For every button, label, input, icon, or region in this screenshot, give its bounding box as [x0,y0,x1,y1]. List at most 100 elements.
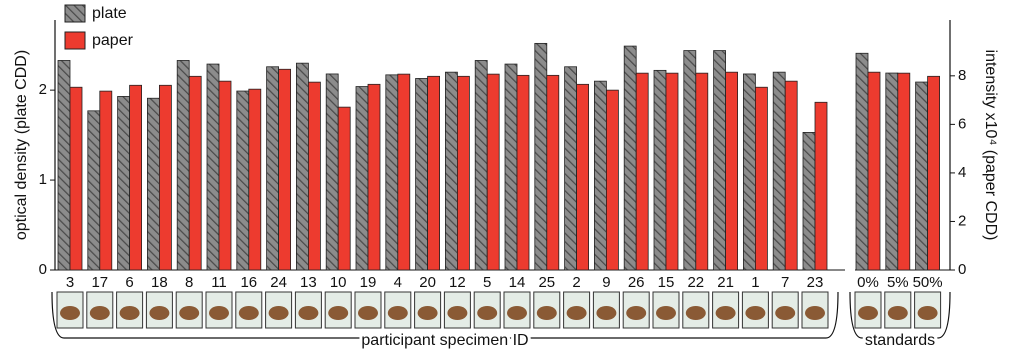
x-tick-label: 16 [240,274,257,291]
y-axis-label: optical density (plate CDD) [13,50,30,240]
specimen-sample [656,306,676,320]
bar [743,74,755,270]
bar [856,53,868,270]
specimen-sample [298,306,318,320]
bar [249,89,261,270]
bar [279,69,291,270]
bar [928,76,940,270]
y-tick-label: 1 [39,171,47,188]
y2-tick-label: 0 [958,261,966,278]
group-label: participant specimen ID [361,332,528,349]
bar [207,64,219,270]
bar [594,81,606,270]
bar [445,72,457,270]
y2-axis-label: intensity x10⁴ (paper CDD) [982,50,999,241]
bar [296,63,308,270]
bar [606,90,618,270]
bar [684,51,696,270]
bar [535,43,547,270]
specimen-sample [358,306,378,320]
specimen-sample [477,306,497,320]
bar [696,73,708,270]
y2-tick-label: 6 [958,115,966,132]
bar [624,46,636,270]
specimen-sample [447,306,467,320]
bar [565,67,577,270]
bar [726,72,738,270]
bar [189,76,201,270]
bar [100,91,112,270]
specimen-sample [567,306,587,320]
y2-tick-label: 4 [958,164,966,181]
bar [326,74,338,270]
specimen-sample [858,306,878,320]
x-tick-label: 5% [887,274,909,291]
x-tick-label: 2 [572,274,580,291]
bar [803,132,815,270]
x-tick-label: 12 [449,274,466,291]
bar [177,60,189,270]
x-tick-label: 7 [781,274,789,291]
y-tick-label: 2 [39,81,47,98]
specimen-sample [596,306,616,320]
x-tick-label: 8 [185,274,193,291]
bar [475,60,487,270]
x-tick-label: 4 [394,274,402,291]
specimen-sample [626,306,646,320]
bar [457,76,469,270]
x-tick-label: 17 [91,274,108,291]
specimen-sample [388,306,408,320]
specimen-sample [805,306,825,320]
bar [308,82,320,270]
bar [898,73,910,270]
bar [815,102,827,270]
y2-tick-label: 8 [958,67,966,84]
bar [118,96,130,270]
bar [147,98,159,270]
bar [58,60,70,270]
x-tick-label: 22 [687,274,704,291]
bar [577,84,589,270]
bar [338,107,350,270]
y-tick-label: 0 [39,261,47,278]
specimen-sample [775,306,795,320]
x-tick-label: 25 [538,274,555,291]
specimen-sample [179,306,199,320]
x-tick-label: 23 [807,274,824,291]
y2-tick-label: 2 [958,212,966,229]
legend-label: plate [92,5,127,22]
specimen-sample [209,306,229,320]
bar [868,72,880,270]
bar [356,87,368,270]
specimen-sample [418,306,438,320]
specimen-sample [745,306,765,320]
group-label: standards [865,332,935,349]
x-tick-label: 13 [300,274,317,291]
bar [505,64,517,270]
x-tick-label: 6 [125,274,133,291]
bar [219,81,231,270]
specimen-sample [507,306,527,320]
specimen-sample [716,306,736,320]
x-tick-label: 26 [628,274,645,291]
x-tick-label: 1 [751,274,759,291]
bar [159,85,171,270]
bar [416,78,428,270]
bar [773,72,785,270]
specimen-sample [269,306,289,320]
specimen-sample [239,306,259,320]
specimen-sample [60,306,80,320]
bar [267,67,279,270]
x-tick-label: 20 [419,274,436,291]
x-tick-label: 24 [270,274,287,291]
legend-swatch [65,32,85,49]
bar [714,51,726,270]
x-tick-label: 5 [483,274,491,291]
x-tick-label: 0% [857,274,879,291]
bar [386,75,398,270]
specimen-sample [120,306,140,320]
x-tick-label: 11 [211,274,227,291]
bar [886,73,898,270]
bar [487,74,499,270]
bar [70,87,82,270]
